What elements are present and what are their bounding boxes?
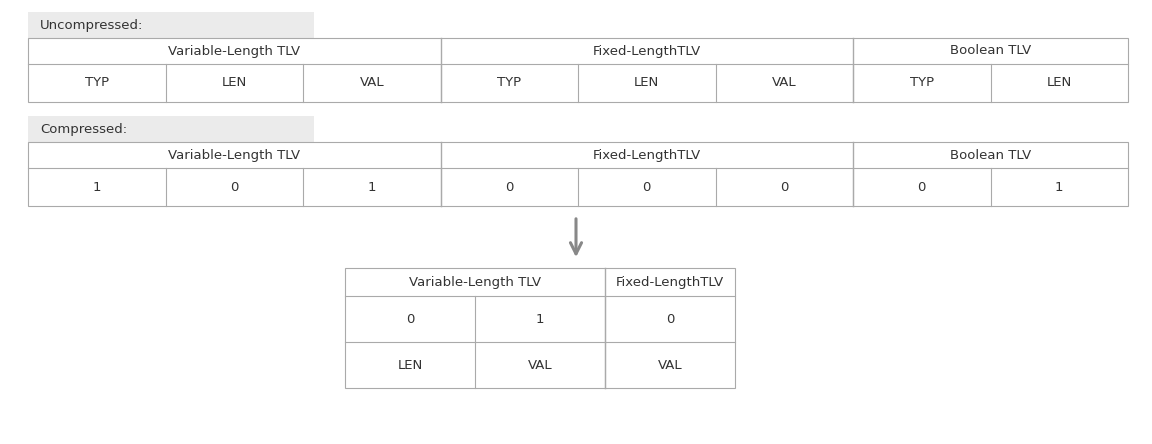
Text: LEN: LEN bbox=[397, 358, 423, 372]
Bar bbox=[28, 116, 314, 142]
Text: Uncompressed:: Uncompressed: bbox=[40, 19, 143, 32]
Text: Variable-Length TLV: Variable-Length TLV bbox=[168, 148, 301, 162]
Bar bbox=[28, 142, 1128, 206]
Text: Variable-Length TLV: Variable-Length TLV bbox=[409, 275, 541, 289]
Text: 1: 1 bbox=[367, 181, 376, 194]
Text: Compressed:: Compressed: bbox=[40, 123, 127, 135]
Bar bbox=[28, 12, 314, 38]
Text: VAL: VAL bbox=[772, 76, 796, 90]
Text: LEN: LEN bbox=[221, 76, 247, 90]
Text: 0: 0 bbox=[643, 181, 651, 194]
Text: Fixed-LengthTLV: Fixed-LengthTLV bbox=[592, 148, 700, 162]
Text: 0: 0 bbox=[406, 313, 415, 325]
Text: 0: 0 bbox=[917, 181, 926, 194]
Text: 1: 1 bbox=[1055, 181, 1063, 194]
Text: Fixed-LengthTLV: Fixed-LengthTLV bbox=[616, 275, 725, 289]
Text: Boolean TLV: Boolean TLV bbox=[950, 44, 1031, 58]
Bar bbox=[344, 268, 735, 388]
Bar bbox=[28, 38, 1128, 102]
Text: TYP: TYP bbox=[498, 76, 522, 90]
Text: 1: 1 bbox=[536, 313, 544, 325]
Text: Fixed-LengthTLV: Fixed-LengthTLV bbox=[592, 44, 700, 58]
Text: TYP: TYP bbox=[910, 76, 934, 90]
Text: LEN: LEN bbox=[634, 76, 659, 90]
Text: VAL: VAL bbox=[359, 76, 384, 90]
Text: 0: 0 bbox=[505, 181, 514, 194]
Text: TYP: TYP bbox=[85, 76, 108, 90]
Text: VAL: VAL bbox=[528, 358, 552, 372]
Text: Boolean TLV: Boolean TLV bbox=[950, 148, 1031, 162]
Text: 0: 0 bbox=[666, 313, 674, 325]
Text: 0: 0 bbox=[780, 181, 788, 194]
Text: Variable-Length TLV: Variable-Length TLV bbox=[168, 44, 301, 58]
Text: 1: 1 bbox=[92, 181, 101, 194]
Text: VAL: VAL bbox=[658, 358, 682, 372]
Text: 0: 0 bbox=[230, 181, 238, 194]
Text: LEN: LEN bbox=[1047, 76, 1071, 90]
